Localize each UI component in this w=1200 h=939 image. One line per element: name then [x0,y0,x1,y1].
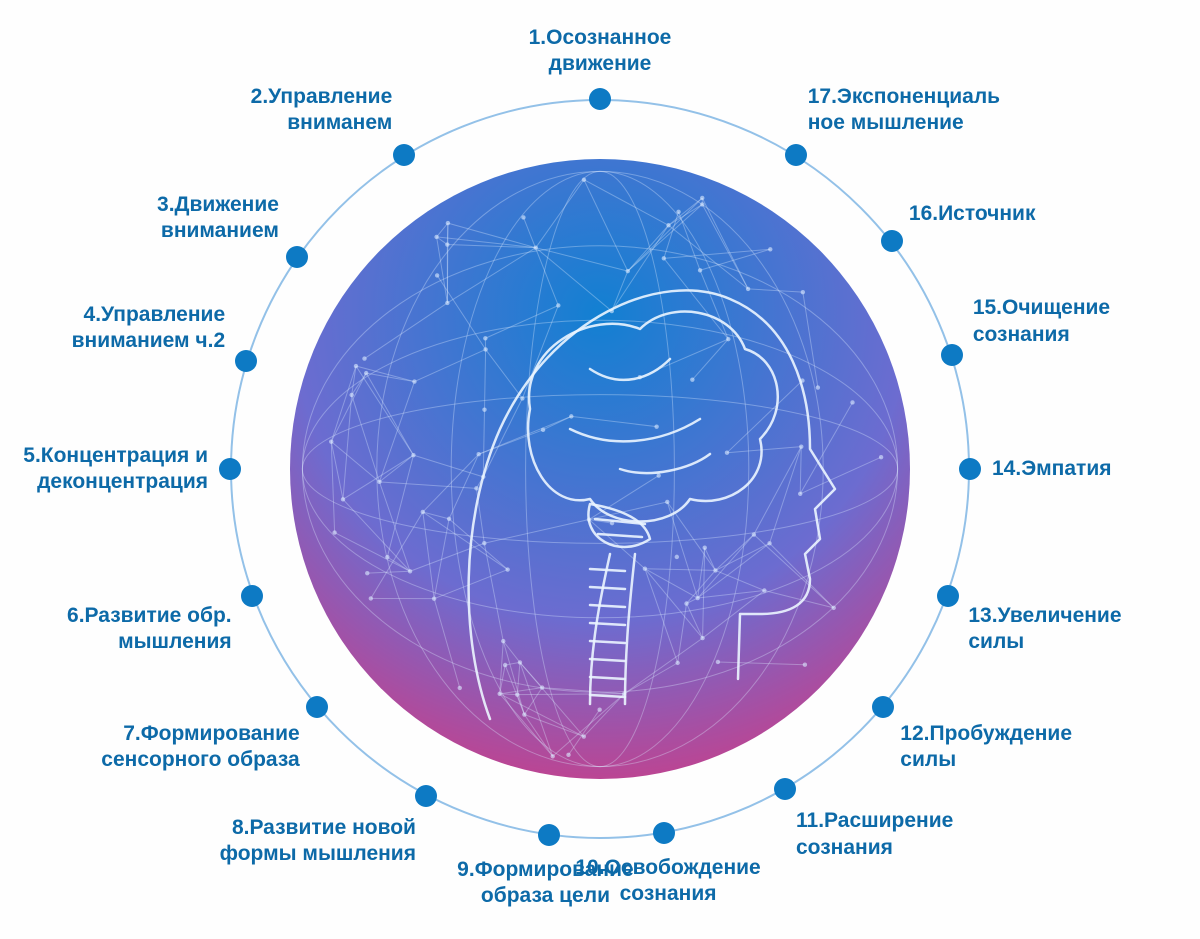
ring-label: 16.Источник [909,201,1036,227]
ring-label: 11.Расширение сознания [796,808,953,861]
ring-label: 8.Развитие новой формы мышления [220,815,416,868]
ring-dot [785,144,807,166]
ring-dot [653,822,675,844]
diagram-stage: 1.Осознанное движение 2.Управление вниман… [0,0,1200,939]
ring-dot [415,785,437,807]
ring-dot [538,824,560,846]
ring-label: 2.Управление вниманем [251,84,393,137]
ring-label: 10.Освобождение сознания [575,855,760,908]
ring-dot [872,696,894,718]
ring-dot [235,350,257,372]
ring-label: 1.Осознанное движение [485,25,715,78]
ring-dot [941,344,963,366]
ring-label: 14.Эмпатия [992,456,1111,482]
ring-label: 3.Движение вниманием [157,192,279,245]
ring-label: 5.Концентрация и деконцентрация [23,443,208,496]
ring-dot [286,246,308,268]
ring-label: 15.Очищение сознания [973,295,1110,348]
ring-dot [937,585,959,607]
ring-label: 12.Пробуждение силы [900,721,1072,774]
ring-label: 13.Увеличение силы [968,603,1121,656]
ring-dot [219,458,241,480]
ring-label: 17.Экспоненциаль ное мышление [808,84,1000,137]
ring-dot [881,230,903,252]
ring-label: 4.Управление вниманием ч.2 [72,302,226,355]
ring-dot [306,696,328,718]
ring-label: 6.Развитие обр. мышления [67,603,232,656]
outer-ring [230,99,970,839]
ring-dot [241,585,263,607]
ring-dot [589,88,611,110]
ring-dot [959,458,981,480]
ring-dot [774,778,796,800]
ring-label: 7.Формирование сенсорного образа [101,721,299,774]
ring-dot [393,144,415,166]
